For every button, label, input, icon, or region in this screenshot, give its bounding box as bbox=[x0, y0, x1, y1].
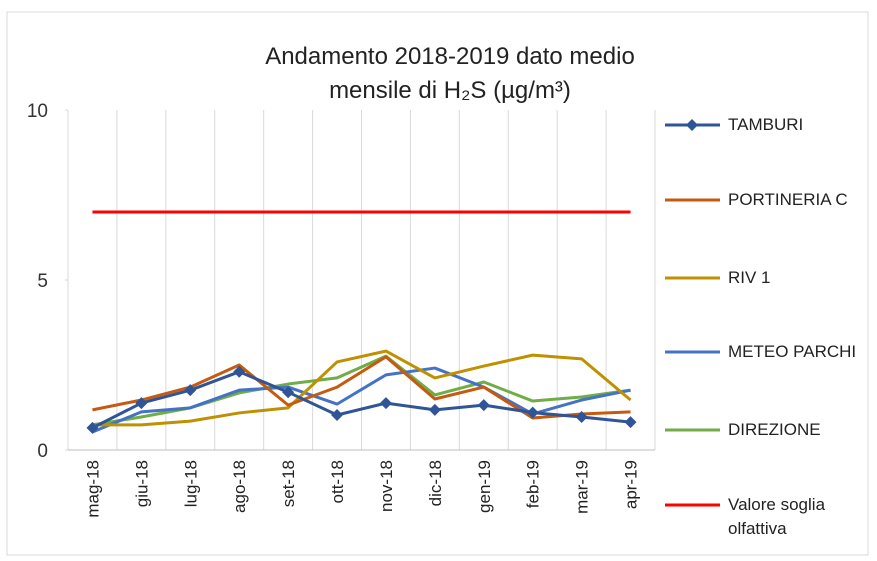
chart-border bbox=[6, 11, 869, 556]
y-tick-label: 0 bbox=[37, 441, 48, 462]
legend-label: Valore soglia olfattiva bbox=[728, 495, 826, 538]
legend-label: RIV 1 bbox=[728, 268, 771, 287]
x-tick-label: mar-19 bbox=[573, 460, 592, 514]
x-tick-label: lug-18 bbox=[181, 460, 200, 507]
x-tick-label: feb-19 bbox=[524, 460, 543, 508]
series-line bbox=[91, 370, 631, 430]
x-tick-label: gen-19 bbox=[475, 460, 494, 513]
chart-title: Andamento 2018-2019 dato medio mensile d… bbox=[265, 43, 635, 104]
marker bbox=[331, 408, 344, 421]
marker bbox=[86, 421, 99, 434]
x-tick-label: set-18 bbox=[279, 460, 298, 507]
legend-label: DIREZIONE bbox=[728, 420, 821, 439]
y-tick-label: 10 bbox=[27, 101, 48, 122]
marker bbox=[575, 411, 588, 424]
marker bbox=[233, 365, 246, 378]
marker bbox=[428, 403, 441, 416]
legend-label: METEO PARCHI bbox=[728, 342, 857, 361]
x-tick-label: giu-18 bbox=[132, 460, 151, 507]
x-tick-label: nov-18 bbox=[377, 460, 396, 512]
x-tick-label: apr-19 bbox=[622, 460, 641, 509]
legend-marker bbox=[686, 119, 698, 131]
marker bbox=[184, 384, 197, 397]
series-line bbox=[92, 349, 632, 427]
x-tick-label: dic-18 bbox=[426, 460, 445, 506]
legend-label: TAMBURI bbox=[728, 115, 804, 134]
x-tick-label: mag-18 bbox=[83, 460, 102, 518]
marker bbox=[135, 397, 148, 410]
legend-label: PORTINERIA C bbox=[728, 190, 848, 209]
x-tick-label: ago-18 bbox=[230, 460, 249, 513]
marker bbox=[282, 386, 295, 399]
series-line bbox=[92, 355, 631, 420]
marker bbox=[526, 406, 539, 419]
marker bbox=[624, 416, 637, 429]
y-tick-label: 5 bbox=[37, 271, 48, 292]
series-line bbox=[91, 366, 631, 434]
x-tick-label: ott-18 bbox=[328, 460, 347, 503]
marker bbox=[477, 399, 490, 412]
marker bbox=[379, 397, 392, 410]
